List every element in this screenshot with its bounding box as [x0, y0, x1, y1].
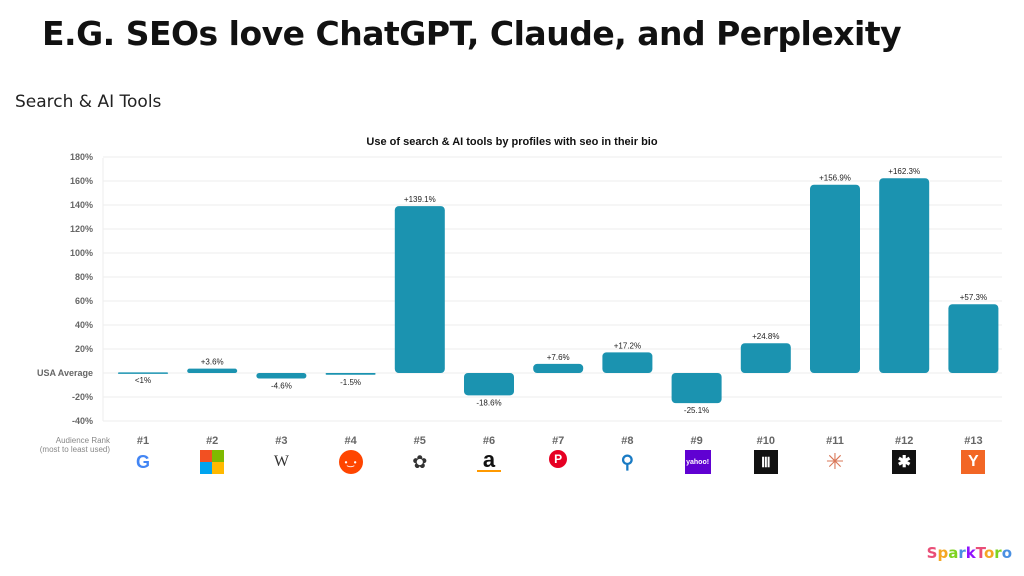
logo-letter: p [937, 544, 949, 562]
reddit-icon: •‿• [338, 450, 363, 474]
chart-title: Use of search & AI tools by profiles wit… [366, 136, 657, 148]
y-combinator-icon: Y [961, 450, 986, 474]
x-tick-label: #5 [414, 435, 426, 447]
x-tick-label: #10 [757, 435, 775, 447]
bar [256, 373, 307, 379]
microsoft-bing-icon [200, 450, 225, 474]
x-tick-label: #7 [552, 435, 564, 447]
sparktoro-logo: SparkToro [927, 544, 1012, 562]
google-icon: G [135, 451, 150, 472]
data-label: -4.6% [271, 382, 292, 391]
data-label: +17.2% [614, 341, 641, 350]
x-tick-label: #2 [206, 435, 218, 447]
yahoo-icon: yahoo! [684, 450, 711, 474]
y-tick-label: -20% [72, 392, 93, 402]
search-icon: ⚲ [620, 451, 634, 472]
logo-letter: k [965, 544, 976, 562]
logo-letter: S [926, 544, 938, 562]
bar [671, 373, 722, 404]
bar [325, 373, 376, 375]
logo-letter: T [975, 544, 984, 562]
data-label: +3.6% [201, 358, 224, 367]
data-label: +24.8% [752, 332, 779, 341]
page-title: E.G. SEOs love ChatGPT, Claude, and Perp… [42, 14, 902, 53]
x-tick-label: #6 [483, 435, 495, 447]
data-label: +139.1% [404, 195, 436, 204]
y-tick-label: 160% [70, 176, 93, 186]
y-tick-label: 40% [75, 320, 93, 330]
bar [948, 304, 999, 373]
bar [187, 368, 238, 373]
bar [602, 352, 653, 373]
y-tick-label: 180% [70, 152, 93, 162]
perplexity-icon: ✱ [892, 450, 917, 474]
logo-letter: o [983, 544, 995, 562]
x-tick-label: #3 [275, 435, 287, 447]
y-tick-label: 120% [70, 224, 93, 234]
logo-letter: r [994, 544, 1002, 562]
amazon-icon: a [477, 447, 501, 472]
x-tick-label: #4 [344, 435, 357, 447]
y-tick-label: 60% [75, 296, 93, 306]
logo-letter: r [958, 544, 966, 562]
x-tick-label: #12 [895, 435, 913, 447]
y-tick-label: USA Average [37, 368, 93, 378]
bar [464, 373, 514, 396]
x-tick-label: #13 [964, 435, 982, 447]
data-label: -25.1% [684, 406, 709, 415]
y-tick-label: 100% [70, 248, 93, 258]
data-label: -1.5% [340, 378, 361, 387]
logo-letter: o [1001, 544, 1012, 562]
logo-letter: a [948, 544, 959, 562]
x-axis-label: Audience Rank [56, 436, 111, 445]
y-tick-label: 20% [75, 344, 93, 354]
data-label: +57.3% [960, 293, 987, 302]
pinterest-icon: P [549, 450, 568, 468]
y-tick-label: 80% [75, 272, 93, 282]
y-tick-label: -40% [72, 416, 93, 426]
chatgpt-icon: ✿ [412, 451, 428, 472]
data-label: -18.6% [476, 398, 501, 407]
bar [118, 372, 168, 374]
x-axis-label: (most to least used) [40, 445, 111, 454]
bar [394, 206, 445, 373]
bar [810, 184, 860, 373]
data-label: <1% [135, 376, 151, 385]
data-label: +156.9% [819, 174, 851, 183]
x-tick-label: #11 [826, 435, 844, 447]
bar [879, 178, 930, 373]
data-label: +7.6% [547, 353, 570, 362]
bar [533, 363, 584, 373]
wikipedia-icon: W [273, 453, 289, 470]
x-tick-label: #1 [137, 435, 149, 447]
data-label: +162.3% [888, 167, 920, 176]
bar [740, 343, 791, 373]
library-icon: Ⅲ [753, 450, 778, 474]
x-tick-label: #8 [621, 435, 633, 447]
x-tick-label: #9 [690, 435, 702, 447]
y-tick-label: 140% [70, 200, 93, 210]
claude-icon: ✳ [825, 449, 845, 474]
section-subtitle: Search & AI Tools [15, 92, 162, 112]
